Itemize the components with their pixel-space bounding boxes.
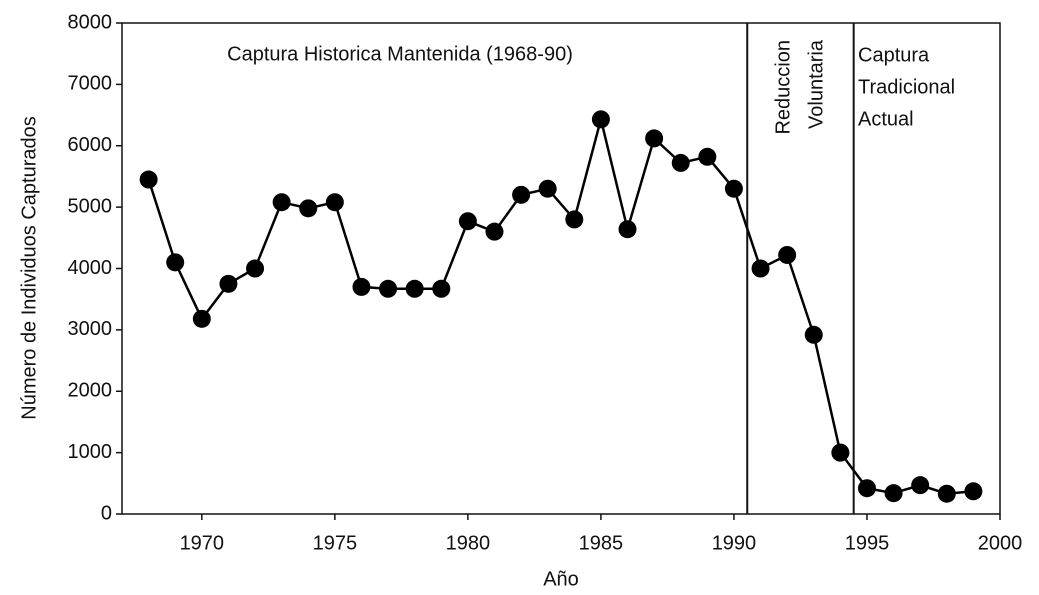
x-axis-label: Año: [543, 568, 579, 590]
x-tick-label: 1970: [180, 532, 225, 554]
data-point: [219, 274, 238, 293]
annotation: Captura Historica Mantenida (1968-90): [227, 43, 573, 65]
annotation: Captura: [858, 44, 930, 66]
data-point: [512, 185, 531, 204]
data-point: [485, 222, 504, 241]
data-point: [246, 259, 265, 278]
data-point: [857, 479, 876, 498]
x-tick-label: 1975: [313, 532, 358, 554]
y-tick-label: 1000: [68, 441, 113, 463]
x-tick-label: 1980: [446, 532, 491, 554]
data-point: [831, 443, 850, 462]
data-point: [778, 245, 797, 264]
y-axis-label: Número de Individuos Capturados: [18, 116, 40, 420]
annotation: Actual: [858, 108, 914, 130]
data-point: [299, 199, 318, 218]
data-point: [724, 179, 743, 198]
data-point: [591, 110, 610, 129]
data-point: [618, 220, 637, 239]
data-line: [147, 119, 974, 496]
y-tick-label: 5000: [68, 195, 113, 217]
y-tick-label: 3000: [68, 318, 113, 340]
data-point: [139, 170, 158, 189]
data-point: [964, 482, 983, 501]
data-point: [804, 325, 823, 344]
data-point: [645, 129, 664, 148]
annotation: Reduccion: [772, 40, 794, 135]
data-point: [352, 277, 371, 296]
data-point: [538, 179, 557, 198]
data-point: [272, 193, 291, 212]
data-point: [751, 259, 770, 278]
y-tick-label: 4000: [68, 257, 113, 279]
data-point: [458, 212, 477, 231]
data-point: [565, 210, 584, 229]
data-point: [325, 193, 344, 212]
y-tick-label: 0: [101, 502, 112, 524]
y-tick-label: 2000: [68, 380, 113, 402]
x-tick-label: 1985: [579, 532, 624, 554]
annotation: Tradicional: [858, 76, 955, 98]
data-point: [671, 153, 690, 172]
y-tick-label: 6000: [68, 134, 113, 156]
data-point: [192, 309, 211, 328]
data-point: [937, 484, 956, 503]
data-point: [432, 279, 451, 298]
y-tick-label: 7000: [68, 73, 113, 95]
data-point: [166, 253, 185, 272]
data-point: [911, 476, 930, 495]
data-point: [405, 279, 424, 298]
data-point: [698, 147, 717, 166]
data-point: [379, 279, 398, 298]
data-point: [884, 484, 903, 503]
x-tick-label: 2000: [978, 532, 1023, 554]
x-tick-label: 1990: [712, 532, 757, 554]
x-tick-label: 1995: [845, 532, 890, 554]
annotation: Voluntaria: [805, 39, 827, 129]
y-tick-label: 8000: [68, 11, 113, 33]
